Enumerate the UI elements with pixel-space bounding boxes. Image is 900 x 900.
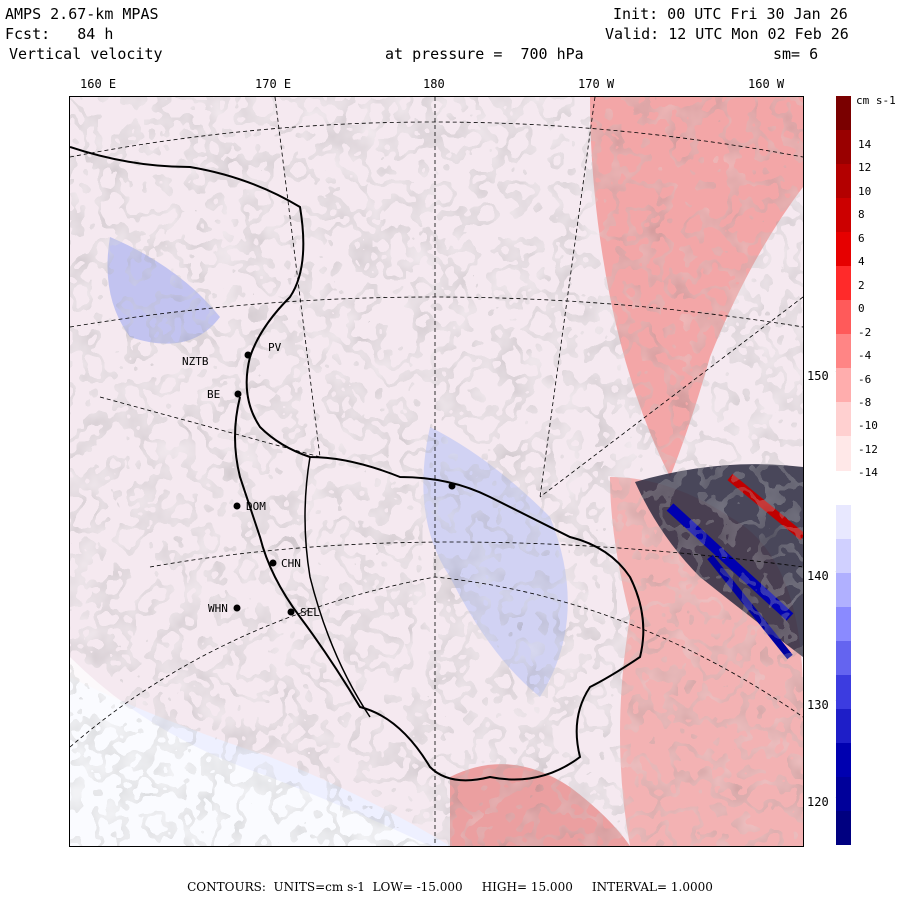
colorbar-tick-label: -10 — [858, 419, 878, 433]
station-whn-marker — [233, 604, 241, 612]
station-nztb: NZTB — [182, 355, 209, 368]
colorbar-segment — [836, 198, 851, 233]
contours-low: LOW= -15.000 — [372, 880, 463, 894]
forecast-hour: Fcst: 84 h — [5, 25, 114, 43]
station-be-marker — [234, 390, 242, 398]
station-whn: WHN — [208, 602, 228, 615]
station-be: BE — [207, 388, 221, 401]
lon-label-170w: 170 W — [578, 77, 615, 91]
map-canvas — [70, 97, 803, 846]
colorbar-segment — [836, 606, 851, 642]
init-time: Init: 00 UTC Fri 30 Jan 26 — [613, 5, 848, 23]
station-pv: PV — [268, 341, 282, 354]
station-pole-marker — [448, 482, 456, 490]
colorbar-tick-label: 10 — [858, 184, 872, 198]
colorbar-tick-label: 6 — [858, 231, 865, 245]
colorbar-tick-label: 4 — [858, 255, 865, 269]
contours-high: HIGH= 15.000 — [481, 880, 573, 894]
lon-label-160w: 160 W — [748, 77, 785, 91]
station-sel-marker — [287, 608, 295, 616]
colorbar-tick-label: -2 — [858, 325, 872, 339]
colorbar-segment — [836, 708, 851, 744]
station-nztb-marker — [244, 351, 252, 359]
model-title: AMPS 2.67-km MPAS — [5, 5, 159, 23]
coastline — [70, 146, 645, 782]
colorbar-tick-label: 0 — [858, 302, 865, 316]
contour-info: CONTOURS: UNITS=cm s-1 LOW= -15.000 HIGH… — [0, 880, 900, 894]
smoothing: sm= 6 — [773, 45, 819, 63]
colorbar — [836, 96, 851, 846]
station-dom: DOM — [246, 500, 266, 513]
colorbar-segment — [836, 300, 851, 335]
colorbar-segment — [836, 130, 851, 165]
valid-time: Valid: 12 UTC Mon 02 Feb 26 — [605, 25, 849, 43]
lon-label-170e: 170 E — [255, 77, 292, 91]
lat-label-130w: 130 W — [806, 698, 845, 712]
colorbar-segment — [836, 232, 851, 267]
contours-label: CONTOURS: — [187, 880, 266, 894]
colorbar-tick-label: 14 — [858, 138, 872, 151]
colorbar-segment — [836, 538, 851, 574]
transantarctic-coast — [304, 456, 371, 718]
lon-label-160e: 160 E — [80, 77, 117, 91]
lon-label-180: 180 — [423, 77, 445, 91]
field-name: Vertical velocity — [9, 45, 163, 63]
lat-label-150w: 150 W — [806, 369, 845, 383]
station-chn: CHN — [281, 557, 301, 570]
colorbar-tick-label: 12 — [858, 161, 872, 175]
colorbar-unit: cm s-1 — [856, 94, 896, 107]
station-chn-marker — [269, 559, 277, 567]
colorbar-segment — [836, 810, 851, 846]
colorbar-segment — [836, 776, 851, 812]
colorbar-segment — [836, 572, 851, 608]
colorbar-tick-label: -4 — [858, 349, 872, 363]
colorbar-segment — [836, 436, 851, 471]
colorbar-segment — [836, 742, 851, 778]
lat-label-140w: 140 W — [806, 569, 845, 583]
contours-interval: INTERVAL= 1.0000 — [591, 880, 713, 894]
colorbar-segment — [836, 470, 851, 506]
station-markers — [233, 351, 456, 616]
station-sel: SEL — [300, 606, 320, 619]
colorbar-tick-label: -14 — [858, 466, 878, 480]
colorbar-tick-label: -6 — [858, 372, 872, 386]
colorbar-segment — [836, 334, 851, 369]
colorbar-segment — [836, 96, 851, 131]
colorbar-segment — [836, 266, 851, 301]
vertical-velocity-map[interactable]: NZTB PV BE DOM CHN SEL WHN — [69, 96, 804, 847]
colorbar-tick-label: 8 — [858, 208, 865, 222]
contours-units: UNITS=cm s-1 — [273, 880, 365, 894]
graticule — [70, 97, 803, 846]
colorbar-segment — [836, 504, 851, 540]
colorbar-segment — [836, 402, 851, 437]
lat-label-120w: 120 W — [806, 795, 845, 809]
pressure-level: at pressure = 700 hPa — [385, 45, 584, 63]
colorbar-tick-label: 2 — [858, 278, 865, 292]
colorbar-tick-label: -8 — [858, 395, 872, 409]
colorbar-segment — [836, 368, 851, 403]
contour-texture — [70, 97, 803, 846]
colorbar-segment — [836, 164, 851, 199]
colorbar-segment — [836, 640, 851, 676]
station-dom-marker — [233, 502, 241, 510]
colorbar-segment — [836, 674, 851, 710]
colorbar-tick-label: -12 — [858, 442, 878, 456]
